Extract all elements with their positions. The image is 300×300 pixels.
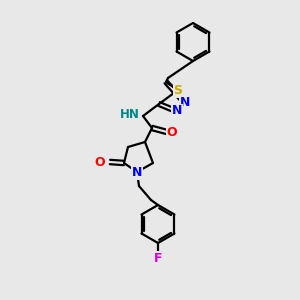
Text: N: N: [180, 95, 190, 109]
Text: F: F: [154, 251, 162, 265]
Text: S: S: [173, 83, 182, 97]
Text: N: N: [172, 104, 182, 118]
Text: O: O: [167, 125, 177, 139]
Text: HN: HN: [120, 109, 140, 122]
Text: O: O: [94, 155, 105, 169]
Text: N: N: [132, 166, 142, 178]
